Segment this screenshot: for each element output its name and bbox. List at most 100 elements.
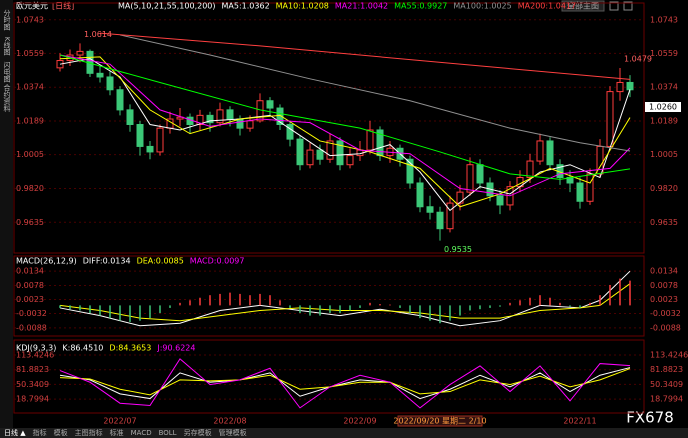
panel-frame: [13, 255, 645, 337]
legend-entry: MA100:1.0025: [453, 2, 511, 11]
button-frame[interactable]: [561, 0, 605, 12]
y-tick-label: 0.9820: [16, 184, 44, 193]
indicator-title: MACD(26,12,9): [16, 257, 77, 266]
cursor-price-box: [645, 102, 681, 112]
candle-body: [616, 81, 624, 93]
y-tick-label: 50.3409: [650, 380, 683, 389]
y-tick-label: 113.4246: [16, 350, 54, 359]
y-tick-label: 50.3409: [16, 380, 49, 389]
candle-body: [316, 149, 324, 160]
footer-tab[interactable]: 管理模板: [219, 428, 247, 437]
symbol: 欧元美元: [16, 1, 48, 11]
legend-entry: D:84.3653: [109, 344, 151, 353]
x-tick-label: 2022/09: [343, 417, 376, 426]
icon[interactable]: [623, 1, 633, 11]
y-tick-label: 0.9820: [650, 184, 678, 193]
candle-body: [336, 140, 344, 166]
candle-body: [476, 164, 484, 184]
indicator-line: [99, 32, 631, 80]
legend-entry: MA21:1.0042: [335, 2, 388, 11]
sidebar-item[interactable]: 分时图: [3, 9, 11, 32]
icon[interactable]: [609, 1, 619, 11]
y-tick-label: 81.8823: [16, 365, 49, 374]
candle-body: [96, 72, 104, 78]
y-tick-label: 1.0005: [16, 150, 44, 159]
footer-tab[interactable]: 主图指标: [75, 428, 103, 437]
indicator-line: [59, 283, 631, 322]
sidebar-item[interactable]: 闪电图: [3, 61, 11, 84]
sidebar-item[interactable]: 合约资料: [3, 83, 11, 113]
y-tick-label: 113.4246: [650, 350, 688, 359]
indicator-title: MA(5,10,21,55,100,200): [118, 2, 216, 11]
y-tick-label: 81.8823: [650, 365, 683, 374]
candle-body: [126, 109, 134, 126]
y-tick-label: 1.0374: [650, 83, 678, 92]
y-tick-label: 0.0023: [650, 295, 678, 304]
candle-body: [526, 160, 534, 179]
footer-tab[interactable]: 日线 ▲: [4, 428, 26, 437]
panel-frame: [13, 2, 645, 254]
candle-body: [146, 145, 154, 153]
y-tick-label: 0.0023: [16, 295, 44, 304]
footer-bar: [0, 428, 688, 438]
y-tick-label: 0.0134: [650, 267, 678, 276]
candle-body: [436, 211, 444, 230]
y-tick-label: 1.0743: [650, 15, 678, 24]
footer-tab[interactable]: 标准: [110, 428, 124, 437]
y-tick-label: -0.0088: [16, 323, 47, 332]
x-tick-label: 2022/08: [213, 417, 246, 426]
legend-entry: MA200:1.0417: [518, 2, 576, 11]
watermark-bg: [560, 411, 688, 428]
header: 欧元美元 [日线] 全部主图: [16, 0, 633, 12]
legend-entry: MA5:1.0362: [222, 2, 270, 11]
legend-entry: J:90.6224: [156, 344, 195, 353]
candle-body: [446, 202, 454, 230]
candle-body: [586, 173, 594, 202]
candle-body: [276, 107, 284, 126]
candle-body: [176, 116, 184, 120]
candle-body: [236, 118, 244, 129]
cursor-price: 1.0260: [649, 103, 677, 112]
cursor-date-box: [397, 415, 483, 427]
y-tick-label: 1.0374: [16, 83, 44, 92]
indicator-line: [59, 358, 631, 409]
watermark: FX678: [626, 409, 674, 427]
candle-body: [426, 206, 434, 213]
candle-body: [536, 140, 544, 162]
legend-entry: MA10:1.0208: [276, 2, 329, 11]
y-tick-label: 1.0005: [650, 150, 678, 159]
main-chart-button[interactable]: 全部主图: [567, 1, 599, 11]
sidebar-item[interactable]: K线图: [3, 37, 11, 57]
indicator-line: [59, 54, 631, 197]
candle-body: [416, 182, 424, 208]
indicator-line: [59, 56, 631, 208]
legend-entry: DEA:0.0085: [137, 257, 184, 266]
y-tick-label: -0.0032: [16, 309, 47, 318]
y-tick-label: 0.0134: [16, 267, 44, 276]
y-tick-label: -0.0032: [650, 309, 681, 318]
footer-tab[interactable]: 另存模板: [184, 428, 212, 437]
footer-tab[interactable]: 模板: [54, 428, 68, 437]
legend-entry: MA55:0.9927: [394, 2, 447, 11]
candle-body: [326, 140, 334, 160]
y-tick-label: 0.0078: [16, 281, 44, 290]
candle-body: [206, 114, 214, 124]
candle-body: [196, 114, 204, 126]
legend-entry: MACD:0.0097: [190, 257, 245, 266]
footer-tab[interactable]: 指标: [33, 428, 47, 437]
candle-body: [296, 138, 304, 166]
candle-body: [136, 124, 144, 147]
extreme-label: 1.0479: [624, 55, 652, 64]
extreme-label: 1.0614: [84, 30, 112, 39]
legend-entry: K:86.4510: [62, 344, 103, 353]
candle-body: [266, 100, 274, 109]
indicator-line: [59, 270, 631, 327]
y-tick-label: 0.9635: [650, 218, 678, 227]
candle-body: [116, 89, 124, 111]
indicator-title: KDJ(9,3,3): [16, 344, 56, 353]
indicator-line: [59, 368, 631, 396]
footer-tab[interactable]: MACD: [131, 429, 152, 437]
footer-tab[interactable]: BOLL: [159, 429, 177, 437]
